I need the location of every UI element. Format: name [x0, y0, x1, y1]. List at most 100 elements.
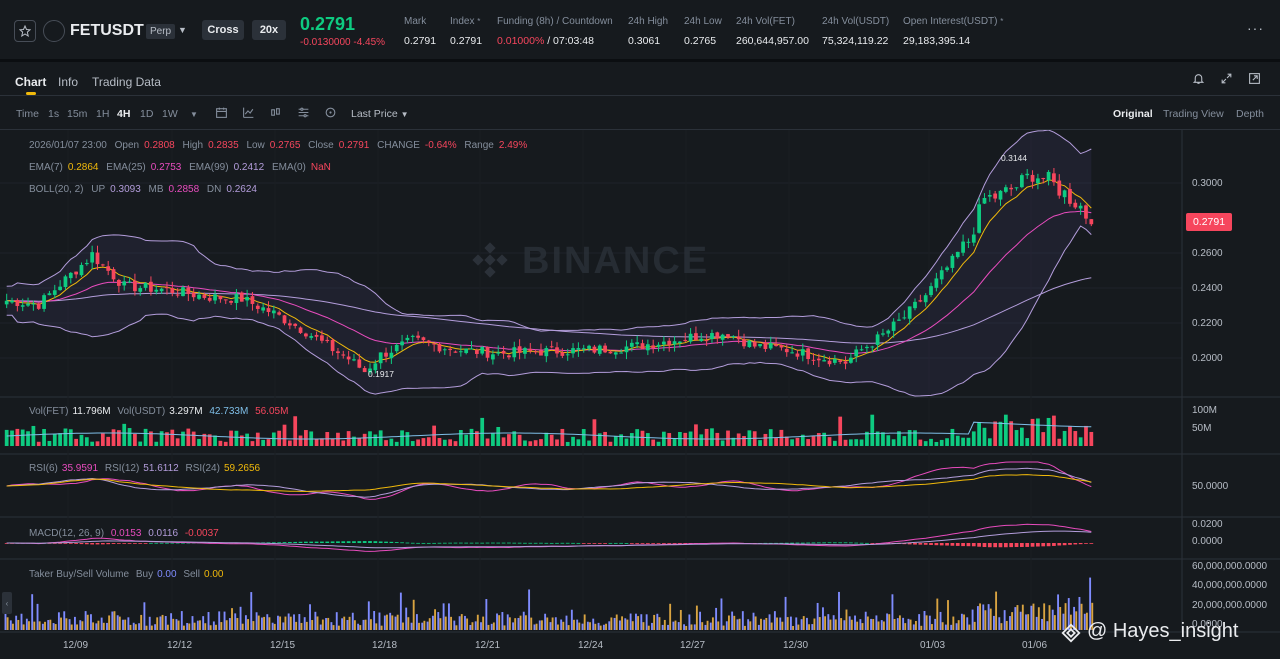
- candle-body: [95, 252, 100, 265]
- candle-body: [784, 348, 789, 353]
- symbol-name[interactable]: FETUSDT: [70, 22, 144, 39]
- binance-logo-icon: [470, 240, 510, 280]
- macd-histogram-bar: [287, 541, 292, 543]
- alert-bell-icon[interactable]: [1192, 72, 1205, 88]
- volume-bar: [207, 434, 212, 446]
- scroll-left-handle[interactable]: ‹: [2, 592, 12, 614]
- taker-buy-bar: [453, 620, 456, 630]
- volume-bar: [854, 439, 859, 446]
- stat-24h-high: 24h High 0.3061: [628, 16, 669, 47]
- taker-buy-bar: [998, 617, 1001, 630]
- taker-sell-bar: [738, 618, 741, 630]
- taker-sell-bar: [263, 616, 266, 630]
- interval-1h[interactable]: 1H: [96, 108, 110, 120]
- taker-sell-bar: [637, 616, 640, 630]
- interval-1w[interactable]: 1W: [162, 108, 178, 120]
- taker-sell-bar: [733, 615, 736, 630]
- interval-more-chevron-icon[interactable]: ▼: [190, 110, 198, 119]
- taker-buy-bar: [20, 613, 23, 630]
- volume-bar: [298, 435, 303, 446]
- taker-buy-bar: [303, 617, 306, 630]
- drawing-tool-icon[interactable]: [324, 106, 337, 122]
- view-depth[interactable]: Depth: [1236, 108, 1265, 120]
- calendar-icon[interactable]: [215, 106, 228, 122]
- settings-sliders-icon[interactable]: [297, 106, 310, 122]
- volume-bar: [68, 429, 73, 446]
- margin-mode-button[interactable]: Cross: [202, 20, 244, 40]
- candle-body: [20, 305, 25, 307]
- candle-body: [1073, 202, 1078, 208]
- taker-buy-bar: [1014, 607, 1017, 630]
- date-tick: 12/09: [63, 640, 89, 651]
- interval-1d[interactable]: 1D: [140, 108, 154, 120]
- indicators-icon[interactable]: [242, 106, 255, 122]
- popout-window-icon[interactable]: [1248, 72, 1261, 88]
- candle-body: [720, 334, 725, 340]
- volume-bar: [1014, 430, 1019, 446]
- price-type-select[interactable]: Last Price ▼: [351, 108, 409, 120]
- volume-bar: [875, 431, 880, 446]
- candle-body: [170, 288, 175, 294]
- taker-buy-bar: [741, 611, 744, 630]
- taker-sell-bar: [1069, 614, 1072, 630]
- taker-buy-bar: [522, 611, 525, 630]
- volume-bar: [26, 431, 30, 446]
- fullscreen-icon[interactable]: [1220, 72, 1233, 88]
- favorite-star-icon[interactable]: [14, 20, 36, 42]
- volume-bar: [474, 431, 479, 446]
- macd-histogram-bar: [95, 543, 100, 545]
- macd-histogram-bar: [977, 543, 981, 547]
- taker-sell-bar: [466, 618, 469, 630]
- macd-histogram-bar: [448, 542, 453, 544]
- macd-histogram-bar: [816, 542, 821, 544]
- candle-body: [47, 293, 52, 296]
- volume-bar: [314, 438, 319, 446]
- volume-bar: [1041, 432, 1046, 446]
- macd-histogram-bar: [336, 541, 340, 543]
- taker-buy-bar: [944, 624, 947, 630]
- chevron-down-icon[interactable]: ▼: [178, 25, 187, 35]
- macd-histogram-bar: [865, 542, 869, 544]
- taker-buy-bar: [544, 613, 547, 630]
- candle-type-icon[interactable]: [269, 106, 282, 122]
- candle-body: [998, 190, 1003, 200]
- macd-histogram-bar: [79, 543, 84, 545]
- volume-bar: [571, 436, 575, 446]
- candle-body: [287, 323, 292, 326]
- interval-1s[interactable]: 1s: [48, 108, 60, 120]
- taker-buy-bar: [367, 601, 370, 630]
- macd-histogram-bar: [982, 543, 987, 548]
- volume-bar: [672, 438, 677, 446]
- interval-15m[interactable]: 15m: [67, 108, 88, 120]
- volume-bar: [913, 430, 917, 446]
- stat-open-interest: Open Interest(USDT) * 29,183,395.14: [903, 16, 1004, 47]
- tab-info[interactable]: Info: [58, 75, 79, 89]
- tab-chart[interactable]: Chart: [15, 75, 47, 89]
- macd-histogram-bar: [453, 542, 458, 544]
- view-original[interactable]: Original: [1113, 108, 1153, 120]
- tab-trading-data[interactable]: Trading Data: [92, 75, 161, 89]
- macd-histogram-bar: [640, 543, 645, 544]
- kline-chart[interactable]: [0, 130, 1280, 659]
- candle-body: [314, 334, 319, 337]
- volume-bar: [138, 441, 143, 446]
- volume-bar: [939, 439, 944, 446]
- interval-4h[interactable]: 4H: [117, 108, 131, 120]
- volume-bar: [95, 441, 100, 446]
- taker-buy-bar: [1062, 613, 1065, 630]
- ema-legend: EMA(7) 0.2864 EMA(25) 0.2753 EMA(99) 0.2412…: [29, 162, 331, 173]
- taker-sell-bar: [690, 624, 693, 630]
- candle-body: [474, 350, 479, 354]
- candle-body: [181, 287, 185, 297]
- volume-bar: [47, 440, 52, 446]
- volume-bar: [624, 438, 629, 446]
- macd-histogram-bar: [800, 542, 805, 544]
- taker-buy-bar: [880, 620, 883, 630]
- more-options-icon[interactable]: ···: [1247, 20, 1264, 36]
- author-credit: @ Hayes_insight: [1087, 620, 1239, 642]
- view-trading-view[interactable]: Trading View: [1163, 108, 1224, 120]
- taker-sell-bar: [44, 621, 46, 630]
- leverage-button[interactable]: 20x: [252, 20, 286, 40]
- macd-histogram-bar: [378, 541, 383, 543]
- macd-histogram-bar: [1025, 543, 1030, 547]
